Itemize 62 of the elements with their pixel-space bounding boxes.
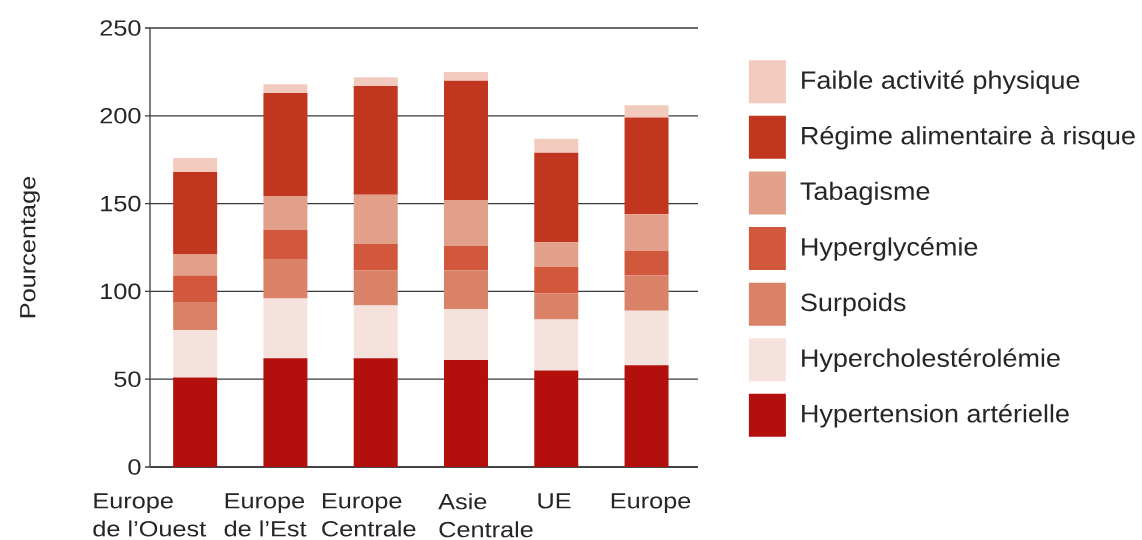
bar — [353, 194, 398, 244]
y-tick-label: 100 — [101, 283, 141, 300]
bar — [443, 308, 488, 360]
bar — [624, 365, 669, 467]
bar — [443, 200, 488, 246]
bar — [534, 266, 579, 294]
y-tick-label: 150 — [101, 195, 141, 212]
bar — [624, 275, 669, 311]
x-tick-label: Europe Centrale — [322, 493, 416, 537]
bar — [263, 84, 308, 93]
bar — [353, 270, 398, 306]
bar — [534, 138, 579, 153]
bar — [353, 358, 398, 467]
bar — [534, 370, 579, 467]
bar — [443, 245, 488, 271]
bar — [263, 298, 308, 359]
bar — [624, 105, 669, 118]
bar — [624, 251, 669, 276]
bar — [263, 229, 308, 260]
y-tick-label: 50 — [114, 371, 141, 387]
x-tick-label: Europe de l’Est — [224, 493, 307, 537]
bar — [173, 254, 218, 276]
bar — [353, 77, 398, 86]
legend-label: Tabagisme — [800, 181, 930, 205]
bar — [534, 319, 579, 371]
x-tick-label: Europe de l’Ouest — [93, 493, 207, 537]
bar — [443, 71, 488, 81]
bar — [263, 259, 308, 299]
legend-label: Hypercholestérolémie — [802, 348, 1060, 372]
bar — [353, 85, 398, 195]
bar — [443, 359, 488, 467]
y-axis-title: Pourcentage — [20, 176, 40, 318]
bar — [534, 152, 579, 243]
legend-label: Faible activité physique — [802, 70, 1080, 94]
bar — [534, 242, 579, 267]
legend-label: Hyperglycémie — [802, 237, 978, 261]
bar — [173, 275, 218, 302]
y-tick-label: 0 — [128, 459, 141, 475]
bar — [624, 214, 669, 252]
bar — [443, 270, 488, 309]
y-tick-label: 250 — [100, 20, 141, 36]
x-tick-label: UE — [538, 493, 571, 509]
bar — [263, 196, 308, 230]
x-tick-label: Asie Centrale — [438, 493, 533, 538]
bar — [173, 377, 218, 467]
bar — [173, 330, 218, 378]
bar — [173, 171, 218, 255]
legend-label: Surpoids — [801, 292, 906, 317]
legend-label: Hypertension artérielle — [802, 403, 1069, 428]
bar — [173, 157, 218, 172]
bar — [263, 358, 308, 467]
bar — [263, 92, 308, 197]
bar — [624, 117, 669, 215]
bar — [443, 80, 488, 201]
bar — [173, 301, 218, 331]
y-tick-label: 200 — [100, 108, 141, 124]
x-tick-label: Europe — [611, 493, 691, 513]
bar — [624, 310, 669, 366]
bar — [353, 305, 398, 359]
bar — [534, 293, 579, 320]
bar — [353, 243, 398, 271]
legend-label: Régime alimentaire à risque — [802, 125, 1135, 150]
